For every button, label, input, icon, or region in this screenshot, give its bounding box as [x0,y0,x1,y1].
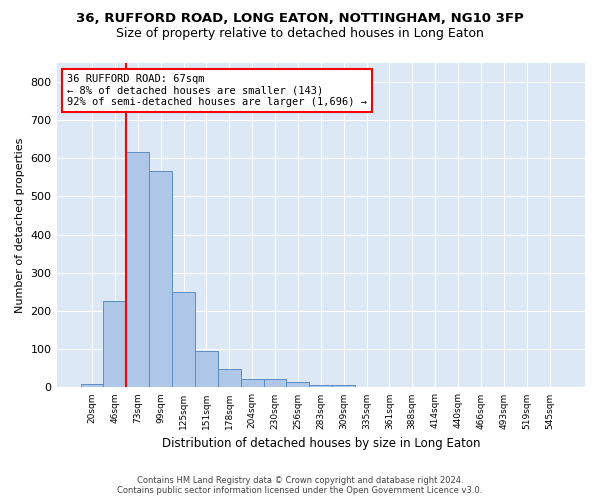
Text: Contains HM Land Registry data © Crown copyright and database right 2024.
Contai: Contains HM Land Registry data © Crown c… [118,476,482,495]
Bar [241,379,263,388]
Bar [195,351,218,388]
X-axis label: Distribution of detached houses by size in Long Eaton: Distribution of detached houses by size … [161,437,480,450]
Bar [263,379,286,388]
Bar [127,152,149,388]
Text: 36 RUFFORD ROAD: 67sqm
← 8% of detached houses are smaller (143)
92% of semi-det: 36 RUFFORD ROAD: 67sqm ← 8% of detached … [67,74,367,107]
Bar [332,385,355,388]
Text: Size of property relative to detached houses in Long Eaton: Size of property relative to detached ho… [116,28,484,40]
Bar [80,384,103,388]
Y-axis label: Number of detached properties: Number of detached properties [15,138,25,312]
Bar [286,382,310,388]
Text: 36, RUFFORD ROAD, LONG EATON, NOTTINGHAM, NG10 3FP: 36, RUFFORD ROAD, LONG EATON, NOTTINGHAM… [76,12,524,26]
Bar [149,170,172,388]
Bar [172,292,195,388]
Bar [103,302,127,388]
Bar [218,369,241,388]
Bar [310,385,332,388]
